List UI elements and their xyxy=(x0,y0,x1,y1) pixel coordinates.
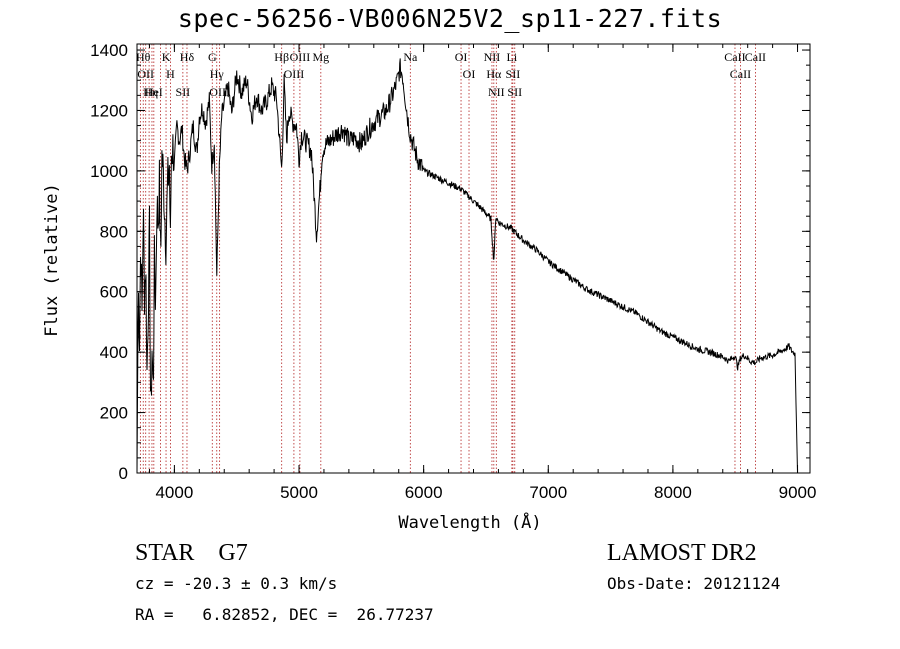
chart-title: spec-56256-VB006N25V2_sp11-227.fits xyxy=(177,4,723,33)
survey-name: LAMOST DR2 xyxy=(607,540,757,566)
line-label: Hη xyxy=(143,85,158,99)
line-label: Hθ xyxy=(136,50,151,64)
obs-date: Obs-Date: 20121124 xyxy=(607,574,781,593)
line-label: OI xyxy=(455,50,468,64)
line-label: Na xyxy=(403,50,418,64)
y-tick-label: 600 xyxy=(100,283,128,302)
line-label: SII xyxy=(176,85,191,99)
x-axis: 4000 5000 6000 7000 8000 9000 xyxy=(148,44,817,502)
y-tick-label: 1400 xyxy=(90,41,128,60)
line-label: Hβ xyxy=(274,50,289,64)
y-tick-label: 200 xyxy=(100,404,128,423)
line-label: NII xyxy=(488,85,505,99)
line-label: OIII xyxy=(290,50,311,64)
y-tick-label: 1200 xyxy=(90,101,128,120)
line-label: H xyxy=(166,67,175,81)
x-tick-label: 4000 xyxy=(155,483,193,502)
line-label: CaII xyxy=(730,67,751,81)
y-tick-label: 0 xyxy=(119,464,128,483)
spectrum-series xyxy=(136,58,798,474)
object-class: STAR G7 xyxy=(135,540,248,566)
x-tick-label: 9000 xyxy=(779,483,817,502)
emission-line-markers xyxy=(139,44,756,473)
y-axis: 0 200 400 600 800 1000 1200 1400 xyxy=(90,41,810,483)
line-label: OIII xyxy=(284,67,305,81)
y-axis-label: Flux (relative) xyxy=(42,183,62,337)
line-label: OII xyxy=(137,67,154,81)
x-tick-label: 8000 xyxy=(654,483,692,502)
line-label: Hδ xyxy=(180,50,195,64)
line-label: SII xyxy=(507,85,522,99)
line-label: NII xyxy=(484,50,501,64)
line-label: SII xyxy=(506,67,521,81)
line-label: CaII xyxy=(724,50,745,64)
line-label: K xyxy=(162,50,171,64)
line-label: Hα xyxy=(486,67,502,81)
spectrum-line xyxy=(136,58,798,474)
plot-frame xyxy=(136,43,811,474)
coordinates-line: RA = 6.82852, DEC = 26.77237 xyxy=(135,605,434,624)
line-label: HeI xyxy=(145,85,163,99)
line-label: CaII xyxy=(745,50,766,64)
x-tick-label: 5000 xyxy=(280,483,318,502)
line-label: G xyxy=(208,50,217,64)
line-label: OI xyxy=(463,67,476,81)
line-label: Hγ xyxy=(210,67,225,81)
y-tick-label: 1000 xyxy=(90,162,128,181)
line-label: Mg xyxy=(312,50,329,64)
line-label: OIII xyxy=(209,85,230,99)
redshift-line: cz = -20.3 ± 0.3 km/s xyxy=(135,574,338,593)
x-tick-label: 6000 xyxy=(405,483,443,502)
x-tick-label: 7000 xyxy=(529,483,567,502)
y-tick-label: 800 xyxy=(100,222,128,241)
x-axis-label: Wavelength (Å) xyxy=(398,511,541,533)
y-tick-label: 400 xyxy=(100,343,128,362)
line-label: Li xyxy=(507,50,518,64)
